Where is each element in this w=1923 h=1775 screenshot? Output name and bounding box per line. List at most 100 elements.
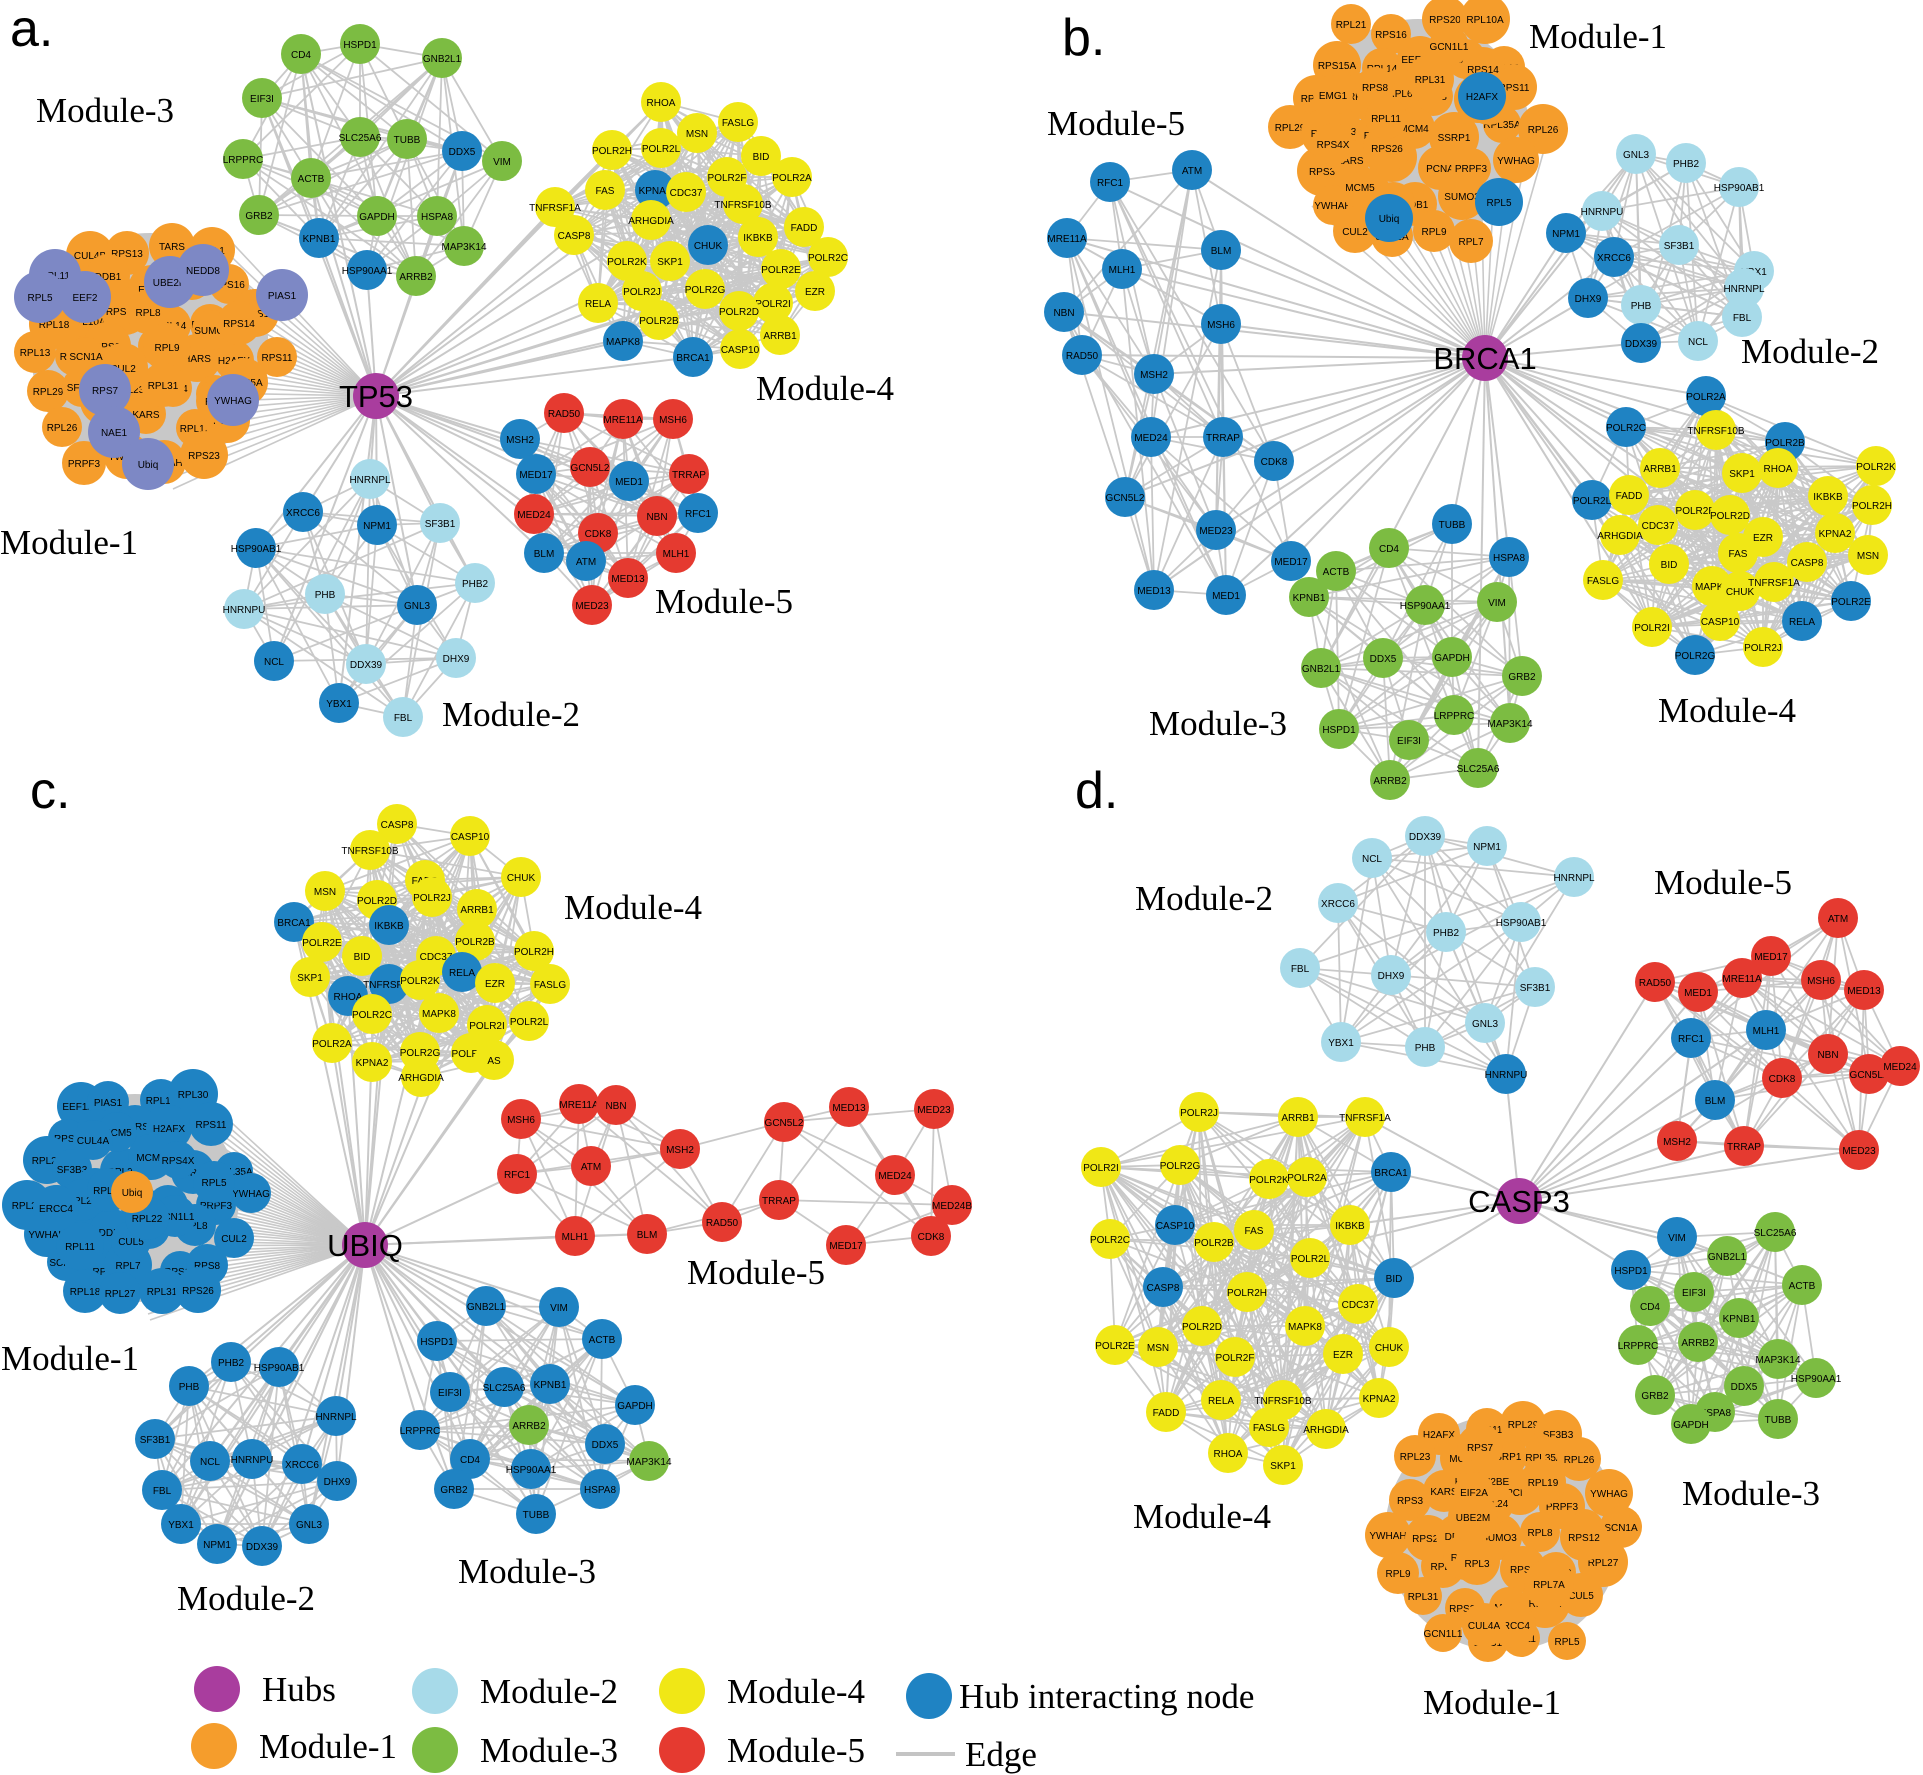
svg-text:MSH6: MSH6 <box>659 415 687 426</box>
svg-text:RPL21: RPL21 <box>1336 20 1367 31</box>
svg-text:BLM: BLM <box>1211 246 1232 257</box>
svg-text:CDC37: CDC37 <box>1342 1300 1375 1311</box>
svg-text:MSN: MSN <box>1147 1343 1169 1354</box>
svg-text:RPL30: RPL30 <box>178 1090 209 1101</box>
svg-text:RPL7A: RPL7A <box>93 1186 125 1197</box>
svg-text:TNFRSF1A: TNFRSF1A <box>363 980 415 991</box>
svg-text:ACTB: ACTB <box>298 174 325 185</box>
svg-text:DDB1: DDB1 <box>1402 200 1429 211</box>
svg-text:MED24: MED24 <box>1883 1062 1917 1073</box>
svg-text:SLC25A6: SLC25A6 <box>1457 764 1500 775</box>
svg-text:MSH2: MSH2 <box>1663 1137 1691 1148</box>
svg-text:MLH1: MLH1 <box>663 549 690 560</box>
svg-text:DHX9: DHX9 <box>1575 294 1602 305</box>
svg-text:RPS20: RPS20 <box>1429 15 1461 26</box>
svg-text:HNRNPU: HNRNPU <box>231 1455 274 1466</box>
svg-text:RPS4X: RPS4X <box>1317 140 1350 151</box>
svg-text:SLC25A6: SLC25A6 <box>1754 1228 1797 1239</box>
svg-text:MED23: MED23 <box>1199 526 1233 537</box>
svg-text:MSH6: MSH6 <box>1207 320 1235 331</box>
svg-text:KARS: KARS <box>1336 156 1364 167</box>
svg-text:GCN1L1: GCN1L1 <box>1430 42 1469 53</box>
svg-text:RPL26: RPL26 <box>12 1201 43 1212</box>
svg-text:CASP10: CASP10 <box>1701 617 1740 628</box>
svg-text:NCL: NCL <box>1688 337 1708 348</box>
svg-text:YWHAG: YWHAG <box>1497 156 1535 167</box>
svg-text:RPS11: RPS11 <box>262 353 293 364</box>
svg-text:ATM: ATM <box>1828 914 1848 925</box>
svg-text:HNRNPU: HNRNPU <box>1581 207 1624 218</box>
svg-text:PIAS1: PIAS1 <box>94 1098 123 1109</box>
svg-text:EIF3I: EIF3I <box>250 94 274 105</box>
svg-text:ARHGDIA: ARHGDIA <box>398 1073 444 1084</box>
svg-text:HSPA8: HSPA8 <box>1493 553 1525 564</box>
svg-text:MCM4: MCM4 <box>1399 124 1429 135</box>
svg-text:CDC37: CDC37 <box>670 188 703 199</box>
svg-text:MAPK8: MAPK8 <box>1695 582 1729 593</box>
svg-text:TNFRSF10B: TNFRSF10B <box>1254 1396 1312 1407</box>
svg-text:CDK8: CDK8 <box>585 529 612 540</box>
svg-text:Module-2: Module-2 <box>1135 879 1273 918</box>
svg-text:GAPDH: GAPDH <box>617 1401 653 1412</box>
svg-text:Ubiq: Ubiq <box>138 460 159 471</box>
svg-text:RELA: RELA <box>449 968 475 979</box>
svg-text:CDK8: CDK8 <box>1261 457 1288 468</box>
svg-text:FAS: FAS <box>1245 1226 1264 1237</box>
svg-text:RPL29: RPL29 <box>1508 1420 1539 1431</box>
svg-text:CUL4A: CUL4A <box>1468 1621 1501 1632</box>
svg-text:POLR2E: POLR2E <box>1095 1341 1135 1352</box>
svg-text:XRCC6: XRCC6 <box>1321 899 1355 910</box>
svg-text:SSRP1: SSRP1 <box>1489 1452 1522 1463</box>
svg-text:IKBKB: IKBKB <box>1335 1221 1365 1232</box>
svg-text:RPL7: RPL7 <box>115 1261 140 1272</box>
svg-text:SF3B1: SF3B1 <box>1664 241 1695 252</box>
svg-text:RPS23: RPS23 <box>1412 1534 1444 1545</box>
svg-text:ARHGDIA: ARHGDIA <box>1303 1425 1349 1436</box>
svg-text:PHB: PHB <box>1415 1043 1436 1054</box>
svg-text:ATM: ATM <box>1182 166 1202 177</box>
svg-text:MSN: MSN <box>1857 551 1879 562</box>
svg-text:CASP8: CASP8 <box>1791 558 1824 569</box>
svg-text:FBL: FBL <box>394 713 413 724</box>
svg-text:RPL10A: RPL10A <box>1466 15 1504 26</box>
svg-text:CASP8: CASP8 <box>558 231 591 242</box>
svg-text:CASP3: CASP3 <box>1468 1184 1570 1219</box>
svg-text:HSP90AA1: HSP90AA1 <box>506 1465 557 1476</box>
svg-text:FBL: FBL <box>1733 313 1752 324</box>
svg-text:MCM5: MCM5 <box>1345 183 1375 194</box>
svg-text:RPL7A: RPL7A <box>1533 1580 1565 1591</box>
svg-text:RPL8: RPL8 <box>1527 1528 1552 1539</box>
svg-text:RPL6: RPL6 <box>1387 89 1412 100</box>
svg-text:HSPD1: HSPD1 <box>343 40 377 51</box>
svg-text:RPL5: RPL5 <box>201 1178 226 1189</box>
svg-text:LRPPRC: LRPPRC <box>1618 1341 1659 1352</box>
svg-text:TRRAP: TRRAP <box>762 1196 796 1207</box>
svg-text:NEDD8: NEDD8 <box>186 266 220 277</box>
svg-text:Module-3: Module-3 <box>458 1552 596 1591</box>
svg-text:GCN1L1: GCN1L1 <box>1424 1629 1463 1640</box>
svg-text:TNFRSF1A: TNFRSF1A <box>529 203 581 214</box>
svg-text:YWHAG: YWHAG <box>232 1189 270 1200</box>
svg-text:RPS6: RPS6 <box>54 1134 81 1145</box>
svg-text:MRE11A: MRE11A <box>1722 974 1762 985</box>
svg-text:UBE2M: UBE2M <box>153 278 187 289</box>
svg-text:RPL22: RPL22 <box>132 1214 163 1225</box>
svg-text:RPS15A: RPS15A <box>1318 61 1357 72</box>
svg-text:RPS12: RPS12 <box>1568 1533 1600 1544</box>
svg-text:SF3B3: SF3B3 <box>1543 1430 1574 1441</box>
svg-text:YWHAH: YWHAH <box>1369 1531 1406 1542</box>
svg-text:ATM: ATM <box>581 1162 601 1173</box>
svg-text:BRCA1: BRCA1 <box>1433 341 1536 376</box>
svg-text:PHB: PHB <box>315 590 336 601</box>
svg-text:GCN5L2: GCN5L2 <box>1850 1070 1889 1081</box>
svg-text:POLR2C: POLR2C <box>352 1010 392 1021</box>
svg-text:CHUK: CHUK <box>1726 587 1755 598</box>
svg-text:POLR2B: POLR2B <box>1194 1238 1234 1249</box>
svg-text:XRCC6: XRCC6 <box>285 1460 319 1471</box>
svg-text:ARRB2: ARRB2 <box>1681 1338 1715 1349</box>
svg-text:RPL8: RPL8 <box>182 1221 207 1232</box>
svg-text:GNB2L1: GNB2L1 <box>467 1302 506 1313</box>
svg-text:BID: BID <box>1661 560 1678 571</box>
svg-text:POLR2L: POLR2L <box>1573 496 1612 507</box>
svg-text:MAP3K14: MAP3K14 <box>1487 719 1532 730</box>
